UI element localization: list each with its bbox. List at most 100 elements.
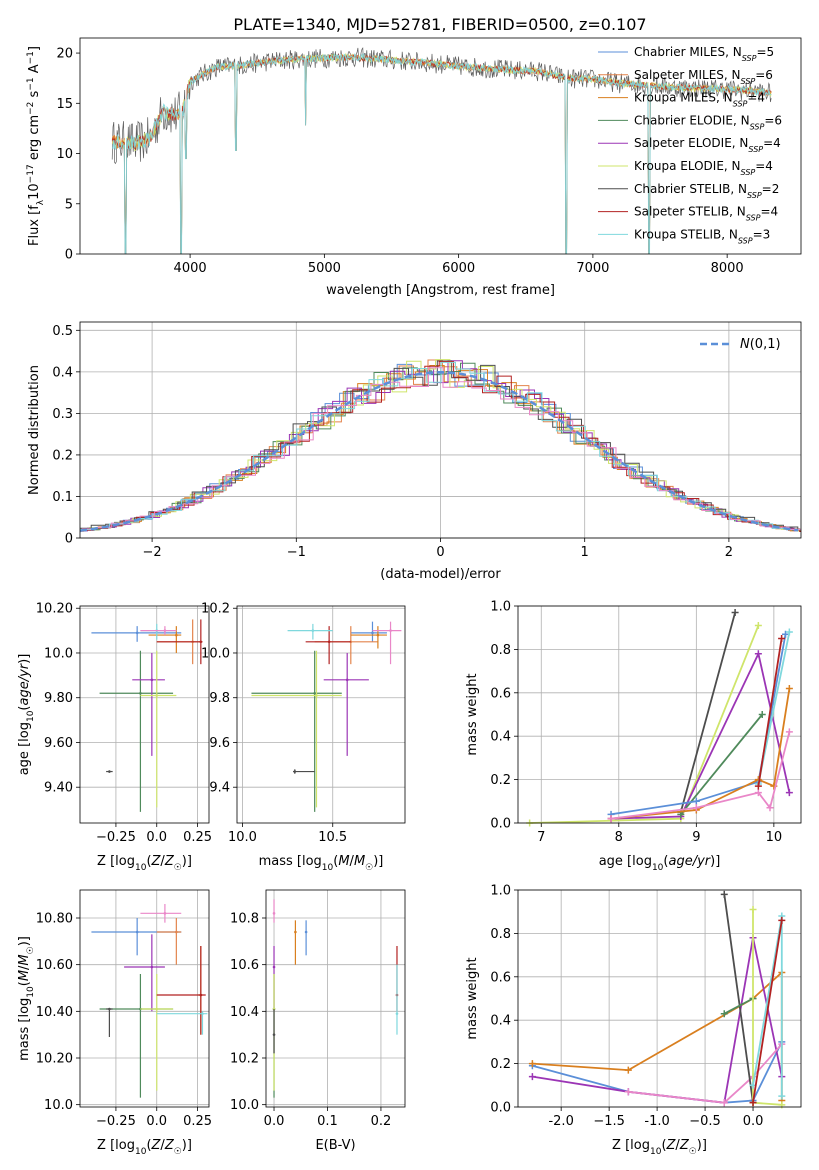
- data-point: [313, 691, 316, 695]
- legend-label: Chabrier MILES, NSSP=5: [634, 45, 774, 63]
- label-part: mass [log: [259, 854, 322, 869]
- label-part: (: [17, 706, 32, 711]
- label-part: (: [17, 981, 32, 986]
- legend-count: =2: [762, 182, 780, 196]
- axes-residuals: −2 −1 0 1 2 0 0.1 0.2 0.3 0.4 0.5: [52, 322, 801, 560]
- y-tick-label: 10.8: [230, 912, 259, 927]
- x-tick-label: −1.5: [593, 1114, 625, 1129]
- label-part: Z: [666, 1138, 677, 1153]
- axes-mass-vs-EBV: 0.0 0.1 0.2 10.0 10.2 10.4 10.6 10.8: [230, 890, 405, 1129]
- weight-vs-Z-x-label: Z [log10(Z/Z☉)]: [612, 1138, 707, 1157]
- label-part: λ: [36, 199, 46, 205]
- x-tick-label: 1: [581, 545, 589, 560]
- x-tick-label: −1: [287, 545, 306, 560]
- errorbars-mass-vs-Z: [91, 904, 208, 1098]
- label-part: Flux [f: [27, 205, 42, 246]
- x-tick-label: 7000: [576, 261, 609, 276]
- y-tick-label: 0.6: [490, 970, 511, 985]
- y-tick-label: 0.4: [490, 730, 511, 745]
- label-part: mass weight: [465, 673, 480, 755]
- data-point: [199, 640, 203, 644]
- label-part: Z [log: [97, 854, 135, 869]
- label-part: 10: [135, 863, 147, 873]
- axes-age-vs-Z: −0.25 0.0 0.25 9.40 9.60 9.80 10.0 10.20: [36, 602, 212, 845]
- age-vs-Z-frame: [79, 605, 210, 824]
- x-tick-label: 6000: [442, 261, 475, 276]
- y-tick-label: 9.6: [209, 736, 230, 751]
- weight-marker: [754, 650, 762, 658]
- label-part: Z [log: [612, 1138, 650, 1153]
- weight-marker: [781, 630, 789, 638]
- y-tick-label: 0: [65, 532, 73, 547]
- legend-count: =4: [747, 91, 765, 105]
- spectrum-frame: [79, 37, 802, 255]
- x-tick-label: -2.0: [548, 1114, 573, 1129]
- weight-line: [679, 612, 736, 813]
- data-point: [175, 633, 178, 637]
- y-tick-label: 10.20: [36, 602, 73, 617]
- label-part: Z: [151, 854, 162, 869]
- data-point: [345, 678, 349, 682]
- histogram-step: [80, 361, 801, 532]
- label-part: 10: [322, 863, 334, 873]
- data-point: [163, 629, 167, 632]
- weight-line: [680, 713, 763, 815]
- y-tick-label: 0.6: [490, 686, 511, 701]
- label-part: age/yr: [17, 662, 32, 705]
- label-part: age/yr: [668, 854, 711, 869]
- spectrum-lines: [111, 47, 772, 254]
- gaussian-curve: [80, 371, 799, 532]
- weight-marker: [778, 916, 786, 924]
- label-part: (: [661, 1138, 666, 1153]
- weight-line: [752, 920, 783, 1103]
- label-part: ☉: [689, 1147, 697, 1157]
- axes-spectrum: 4000 5000 6000 7000 8000 0 5 10 15 20: [56, 47, 743, 276]
- label-part: ☉: [26, 946, 36, 954]
- spectrum-x-label: wavelength [Angstrom, rest frame]: [326, 283, 555, 298]
- y-tick-label: 10.20: [36, 1052, 73, 1067]
- label-part: Z [log: [97, 1138, 135, 1153]
- weight-marker: [731, 609, 739, 617]
- weight-marker: [692, 804, 700, 812]
- data-point: [376, 633, 380, 637]
- data-point: [389, 629, 392, 632]
- errorbars-age-vs-Z: [91, 619, 203, 812]
- label-part: 10: [26, 710, 36, 722]
- y-tick-label: 1.0: [490, 884, 511, 899]
- y-tick-label: 0.4: [490, 1014, 511, 1029]
- weight-marker: [758, 711, 766, 718]
- legend-name: Salpeter MILES, N: [634, 68, 741, 82]
- weight-marker: [766, 804, 774, 812]
- x-tick-label: 10: [766, 830, 783, 845]
- weight-marker: [720, 1010, 728, 1018]
- label-part: )]: [17, 936, 32, 946]
- label-part: /: [350, 854, 355, 869]
- weight-marker: [528, 1060, 536, 1068]
- legend-args: (0,1): [750, 337, 781, 352]
- weight-line: [610, 650, 791, 820]
- weight-marker: [785, 728, 793, 736]
- y-tick-label: 9.60: [44, 736, 73, 751]
- x-tick-label: 10.0: [228, 830, 257, 845]
- x-tick-label: 2: [725, 545, 733, 560]
- legend-label: Kroupa STELIB, NSSP=3: [634, 227, 770, 245]
- data-point: [272, 965, 276, 969]
- y-tick-label: 10.0: [201, 646, 230, 661]
- spectrum-line: [111, 52, 772, 254]
- label-part: )]: [17, 654, 32, 664]
- y-tick-label: 0.2: [490, 1057, 511, 1072]
- y-tick-label: 10.40: [36, 1005, 73, 1020]
- label-part: mass [log: [17, 998, 32, 1061]
- label-part: M: [354, 854, 365, 869]
- y-tick-label: 10.0: [44, 1098, 73, 1113]
- label-part: Z: [164, 854, 175, 869]
- data-point: [395, 1012, 399, 1015]
- label-part: Z: [151, 1138, 162, 1153]
- y-tick-label: 10.2: [201, 602, 230, 617]
- weight-marker: [749, 1099, 757, 1107]
- weight-vs-age-frame: [517, 605, 802, 824]
- label-part: ]: [27, 46, 42, 51]
- data-point: [155, 694, 159, 697]
- weight-line: [610, 634, 787, 816]
